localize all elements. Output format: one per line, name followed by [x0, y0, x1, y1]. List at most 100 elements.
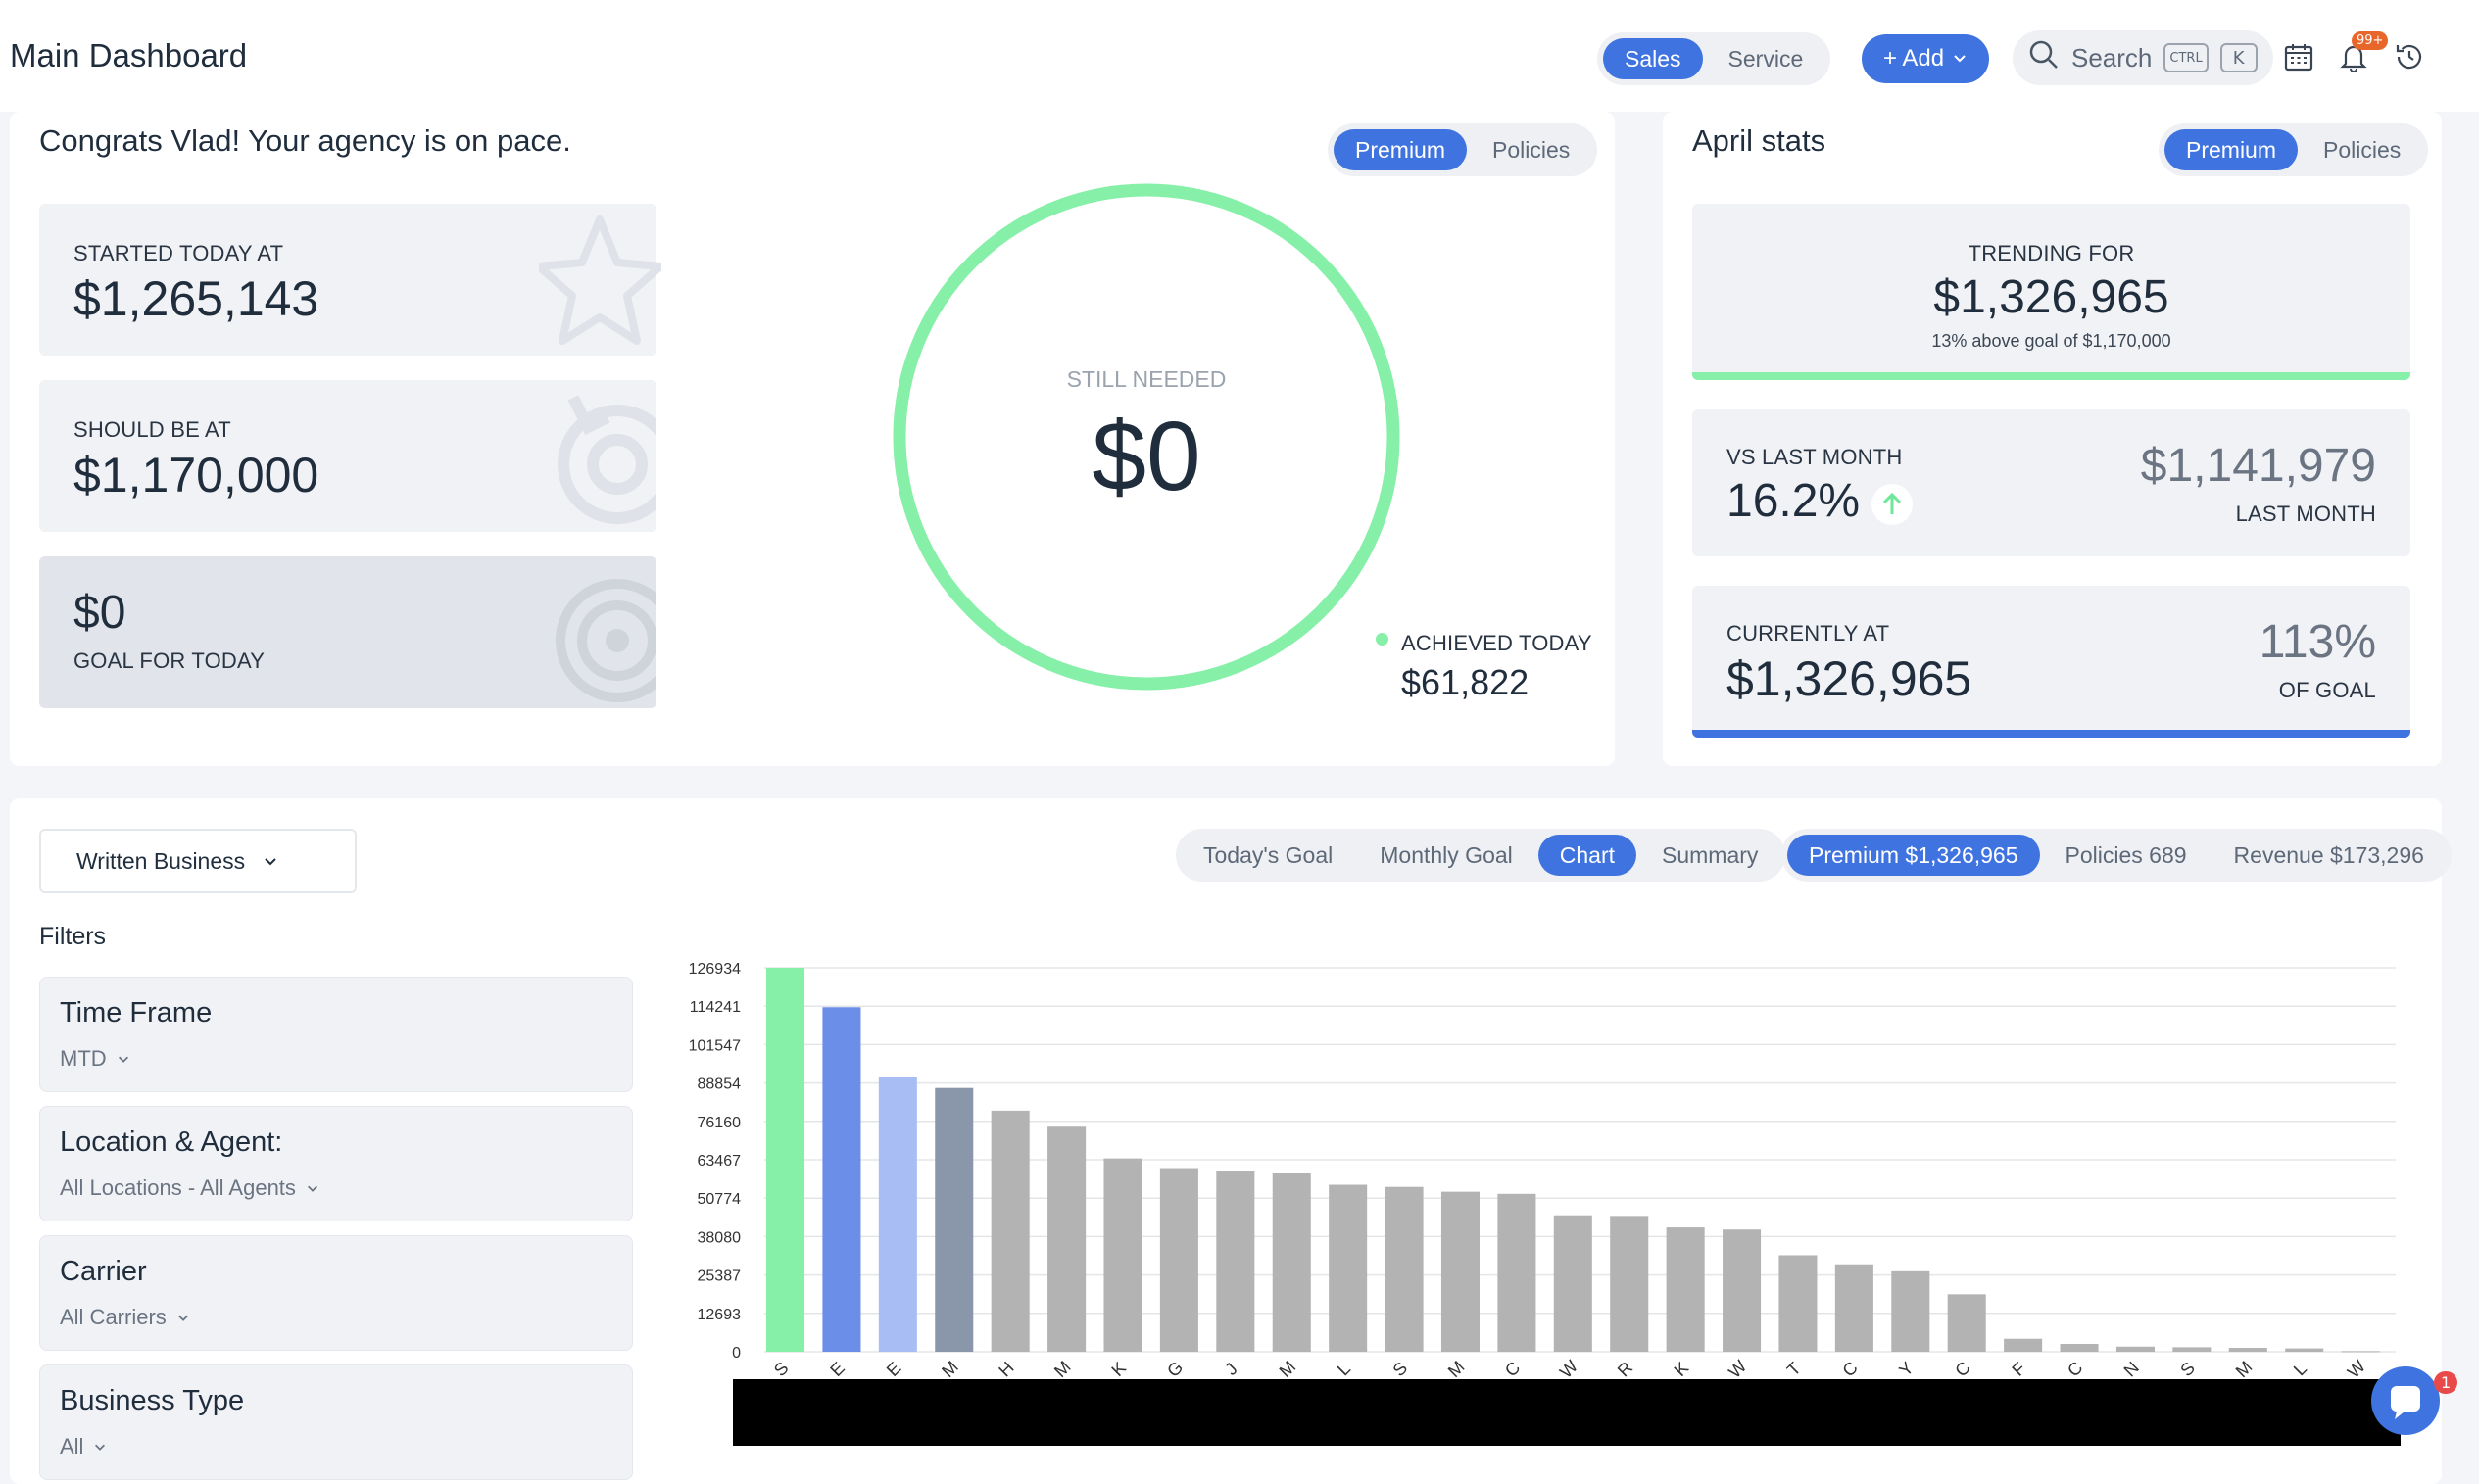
chart-bar[interactable]: [1891, 1270, 1930, 1352]
vs-value: 16.2%: [1726, 475, 1861, 527]
chart-bar[interactable]: [878, 1077, 917, 1352]
filter-business-type[interactable]: Business Type All: [39, 1364, 633, 1480]
chevron-down-icon: [176, 1305, 190, 1330]
goal-today-box: $0 GOAL FOR TODAY: [39, 556, 656, 708]
chart-bar[interactable]: [1723, 1229, 1762, 1352]
x-tick-label: C: [1838, 1358, 1861, 1380]
y-tick-label: 88854: [698, 1077, 742, 1093]
chat-unread-badge: 1: [2434, 1371, 2458, 1394]
current-label: CURRENTLY AT: [1726, 621, 1890, 646]
top-header: Main Dashboard Sales Service + Add Searc…: [0, 0, 2479, 112]
chat-launcher-button[interactable]: [2371, 1366, 2440, 1435]
chart-bar[interactable]: [1385, 1186, 1424, 1352]
chart-bar[interactable]: [1553, 1215, 1592, 1352]
tab-premium-total[interactable]: Premium $1,326,965: [1787, 835, 2040, 876]
chart-bar[interactable]: [822, 1007, 861, 1352]
chart-bar[interactable]: [1440, 1191, 1481, 1352]
toggle-premium[interactable]: Premium: [1334, 129, 1468, 170]
trending-bar: [1692, 372, 2410, 380]
tab-monthly-goal[interactable]: Monthly Goal: [1380, 842, 1513, 868]
toggle-policies[interactable]: Policies: [1492, 137, 1571, 163]
trending-label: TRENDING FOR: [1968, 241, 2135, 265]
y-tick-label: 76160: [698, 1115, 742, 1131]
tab-todays-goal[interactable]: Today's Goal: [1203, 842, 1334, 868]
chart-bar[interactable]: [2060, 1343, 2099, 1352]
chart-bar[interactable]: [935, 1087, 974, 1352]
tab-chart[interactable]: Chart: [1537, 835, 1637, 876]
april-metric-toggle: Premium Policies: [2159, 123, 2429, 176]
x-tick-label: C: [2064, 1358, 2086, 1380]
progress-ring: [892, 182, 1401, 696]
chart-bar[interactable]: [1329, 1184, 1368, 1352]
achieved-dot: [1376, 633, 1388, 646]
filter-location-agent[interactable]: Location & Agent: All Locations - All Ag…: [39, 1106, 633, 1221]
chart-bar[interactable]: [766, 968, 805, 1352]
chat-icon: [2391, 1386, 2420, 1419]
x-tick-label: C: [1951, 1358, 1973, 1380]
filters-heading: Filters: [39, 923, 107, 950]
chart-bar[interactable]: [2228, 1347, 2267, 1352]
arrow-up-icon: [1871, 484, 1913, 525]
filter-time-frame[interactable]: Time Frame MTD: [39, 977, 633, 1092]
chart-bar[interactable]: [1834, 1264, 1873, 1352]
x-tick-label: M: [938, 1357, 962, 1381]
chart-bar[interactable]: [2172, 1347, 2212, 1352]
pct-label: OF GOAL: [2278, 678, 2376, 702]
add-button[interactable]: + Add: [1862, 34, 1990, 83]
chart-bar[interactable]: [991, 1110, 1030, 1352]
filter-value: All Carriers: [60, 1305, 190, 1330]
tab-policies-total[interactable]: Policies 689: [2065, 842, 2187, 868]
tab-service[interactable]: Service: [1727, 46, 1804, 72]
chart-bar[interactable]: [1778, 1255, 1818, 1352]
tab-sales[interactable]: Sales: [1603, 38, 1703, 79]
add-button-label: + Add: [1883, 45, 1945, 72]
target-icon: [549, 564, 656, 708]
x-tick-label: T: [1783, 1359, 1805, 1380]
achieved-value: $61,822: [1401, 662, 1530, 702]
goal-label: GOAL FOR TODAY: [73, 648, 266, 673]
chart-bar[interactable]: [1272, 1173, 1311, 1352]
chart-bar[interactable]: [1103, 1158, 1142, 1352]
business-type-dropdown[interactable]: Written Business: [39, 829, 357, 893]
tab-revenue-total[interactable]: Revenue $173,296: [2233, 842, 2424, 868]
vs-last-month-box: VS LAST MONTH 16.2% $1,141,979 LAST MONT…: [1692, 409, 2410, 556]
mode-switch: Sales Service: [1597, 32, 1831, 85]
chart-bar[interactable]: [1497, 1193, 1536, 1352]
current-value: $1,326,965: [1726, 651, 1972, 706]
chart-bar[interactable]: [2285, 1348, 2324, 1352]
chart-bar[interactable]: [2004, 1338, 2043, 1352]
y-tick-label: 12693: [698, 1307, 742, 1323]
chart-bar[interactable]: [1047, 1126, 1087, 1352]
x-tick-label: S: [2176, 1358, 2199, 1380]
filter-value: All: [60, 1434, 107, 1460]
last-month-label: LAST MONTH: [2235, 502, 2376, 526]
calendar-icon[interactable]: [2277, 35, 2320, 78]
trending-value: $1,326,965: [1933, 271, 2169, 323]
x-tick-label: M: [1050, 1357, 1075, 1381]
chart-bar[interactable]: [2115, 1346, 2155, 1352]
search-input[interactable]: Search CTRL K: [2013, 30, 2273, 85]
x-tick-label: Y: [1895, 1358, 1918, 1380]
pace-card: Congrats Vlad! Your agency is on pace. P…: [10, 112, 1615, 766]
chart-bar[interactable]: [1666, 1227, 1705, 1352]
toggle-policies[interactable]: Policies: [2323, 137, 2402, 163]
filter-value: MTD: [60, 1046, 130, 1072]
history-icon[interactable]: [2388, 35, 2431, 78]
y-tick-label: 101547: [689, 1037, 741, 1054]
chart-bar[interactable]: [1159, 1168, 1198, 1352]
search-label: Search: [2071, 42, 2153, 72]
view-tabs: Today's Goal Monthly Goal Chart Summary: [1176, 829, 1786, 882]
filter-title: Time Frame: [60, 997, 213, 1029]
started-label: STARTED TODAY AT: [73, 241, 284, 265]
page-title: Main Dashboard: [10, 37, 248, 73]
chart-bar[interactable]: [1216, 1171, 1255, 1352]
tab-summary[interactable]: Summary: [1662, 842, 1759, 868]
chart-bar[interactable]: [1947, 1294, 1986, 1352]
x-tick-label: E: [826, 1358, 849, 1380]
toggle-premium[interactable]: Premium: [2164, 129, 2299, 170]
refresh-target-icon: [549, 388, 656, 532]
filter-value-text: All: [60, 1434, 84, 1459]
filter-carrier[interactable]: Carrier All Carriers: [39, 1235, 633, 1351]
chart-bar[interactable]: [2341, 1351, 2380, 1353]
chart-bar[interactable]: [1610, 1216, 1649, 1352]
